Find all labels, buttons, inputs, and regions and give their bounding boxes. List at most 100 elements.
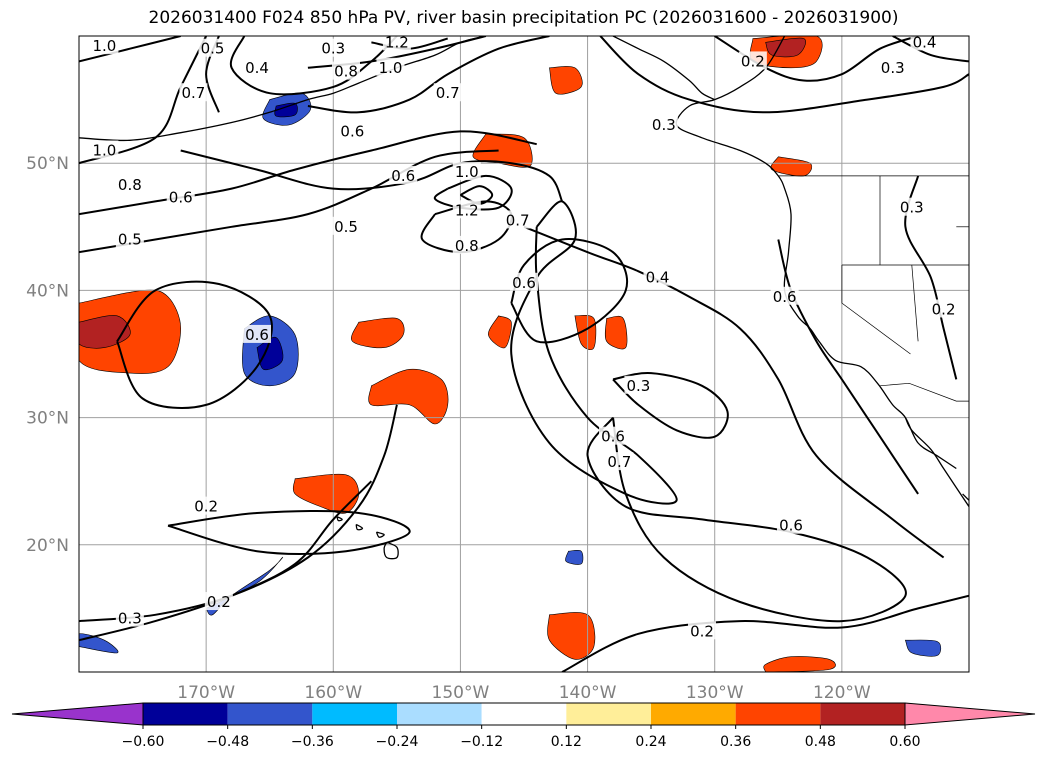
coastline-8 xyxy=(612,36,716,101)
contour-label-24: 0.6 xyxy=(601,428,625,446)
contour-label-bg-28 xyxy=(204,592,233,611)
pv-contour-7 xyxy=(79,130,537,216)
lon-tick-label-4: 130°W xyxy=(686,683,744,703)
precip-patch-7 xyxy=(574,315,597,350)
contour-label-bg-20 xyxy=(510,272,538,291)
colorbar-tick-label-1: −0.48 xyxy=(206,734,249,750)
contour-label-19: 0.7 xyxy=(506,211,530,229)
contour-label-16: 1.0 xyxy=(455,163,479,181)
contour-label-bg-1 xyxy=(198,38,227,57)
colorbar-tick-label-0: −0.60 xyxy=(122,734,165,750)
contour-label-2: 0.4 xyxy=(245,59,269,77)
lon-tick-label-5: 120°W xyxy=(813,683,871,703)
precip-patch-13 xyxy=(274,102,298,118)
contour-label-25: 0.7 xyxy=(607,453,631,471)
precip-patch-4 xyxy=(351,317,405,349)
colorbar-extend-high xyxy=(904,702,1036,726)
contour-label-bg-24 xyxy=(599,426,627,445)
pv-contour-13 xyxy=(180,149,564,202)
contour-label-bg-37 xyxy=(929,299,958,318)
pv-contour-5 xyxy=(523,225,945,559)
pv-contour-8 xyxy=(307,36,550,114)
pv-contour-4 xyxy=(612,372,729,439)
colorbar-tick-label-4: −0.12 xyxy=(460,734,503,750)
contour-label-26: 0.2 xyxy=(194,498,218,516)
contour-label-bg-17 xyxy=(452,200,481,219)
precip-patch-6 xyxy=(488,315,512,349)
contour-label-34: 0.3 xyxy=(652,116,676,134)
colorbar-frame xyxy=(142,702,906,726)
contour-label-bg-14 xyxy=(332,216,360,235)
contour-label-bg-8 xyxy=(179,83,208,102)
pv-contour-3 xyxy=(79,480,373,642)
axis-tick-labels: 170°W 160°W 150°W 140°W 130°W 120°W 20°N 30°N 40… xyxy=(26,154,871,703)
contour-label-bg-12 xyxy=(166,187,195,206)
gridlines xyxy=(79,36,969,672)
contour-label-bg-36 xyxy=(897,197,926,216)
coastlines xyxy=(79,36,969,560)
precip-patch-21 xyxy=(565,549,584,565)
contour-label-30: 0.2 xyxy=(690,622,714,640)
contour-label-bg-2 xyxy=(243,57,271,76)
pv-contours xyxy=(79,36,969,672)
contour-label-15: 0.6 xyxy=(391,167,415,185)
contour-label-7: 0.7 xyxy=(436,84,460,102)
lon-tick-label-0: 170°W xyxy=(177,683,235,703)
border-2 xyxy=(879,382,969,402)
precip-patch-19 xyxy=(763,656,836,672)
contour-label-bg-27 xyxy=(115,608,144,627)
pv-contour-21 xyxy=(229,36,398,96)
colorbar-tick-label-7: 0.36 xyxy=(720,734,751,750)
contour-label-bg-3 xyxy=(319,38,348,57)
contour-label-33: 0.4 xyxy=(913,33,937,51)
contour-label-bg-32 xyxy=(878,57,907,76)
contour-label-20: 0.6 xyxy=(512,274,536,292)
contour-label-27: 0.3 xyxy=(118,610,142,628)
pv-contour-24 xyxy=(599,36,969,114)
colorbar-extend-low xyxy=(11,702,144,726)
contour-label-bg-31 xyxy=(738,51,767,70)
contour-label-23: 0.3 xyxy=(626,377,650,395)
contour-label-5: 1.2 xyxy=(385,33,409,51)
pv-contour-10 xyxy=(510,238,629,344)
pv-contour-16 xyxy=(79,36,181,63)
lon-tick-label-1: 160°W xyxy=(304,683,362,703)
contour-label-35: 0.6 xyxy=(773,288,797,306)
coastline-5 xyxy=(355,523,364,531)
colorbar-segment-2 xyxy=(312,703,397,725)
contour-label-bg-0 xyxy=(90,36,119,55)
pv-contour-6 xyxy=(79,149,499,254)
chart-title: 2026031400 F024 850 hPa PV, river basin … xyxy=(148,8,899,28)
lat-tick-label-1: 30°N xyxy=(26,409,69,429)
contour-label-bg-35 xyxy=(770,286,799,305)
contour-label-18: 0.8 xyxy=(455,237,479,255)
contour-label-bg-15 xyxy=(389,165,418,184)
contour-label-bg-16 xyxy=(452,162,481,181)
pv-contour-0 xyxy=(167,509,411,555)
contour-label-bg-7 xyxy=(433,83,462,102)
precip-patch-20 xyxy=(904,639,942,657)
contour-label-13: 0.5 xyxy=(118,231,142,249)
contour-label-17: 1.2 xyxy=(455,201,479,219)
precip-patch-5 xyxy=(368,368,449,425)
contour-label-bg-18 xyxy=(452,235,481,254)
colorbar-tick-label-6: 0.24 xyxy=(635,734,666,750)
colorbar-segment-4 xyxy=(481,703,567,725)
coastline-7 xyxy=(79,36,487,142)
contour-label-bg-9 xyxy=(338,121,367,140)
contour-label-8: 0.7 xyxy=(181,84,205,102)
pv-contour-25 xyxy=(892,36,969,63)
colorbar-segment-3 xyxy=(397,703,482,725)
contour-label-21: 0.4 xyxy=(646,269,670,287)
pv-contour-1 xyxy=(79,404,398,623)
contour-label-bg-21 xyxy=(643,267,672,286)
contour-label-3: 0.3 xyxy=(321,40,345,58)
contour-label-6: 1.0 xyxy=(379,59,403,77)
pv-contour-11 xyxy=(586,416,907,623)
contour-label-bg-19 xyxy=(503,210,532,229)
colorbar-segment-8 xyxy=(820,703,905,725)
precip-patches xyxy=(79,36,942,672)
coastline-0 xyxy=(675,36,957,470)
lat-tick-label-2: 40°N xyxy=(26,281,69,301)
contour-label-37: 0.2 xyxy=(932,300,956,318)
